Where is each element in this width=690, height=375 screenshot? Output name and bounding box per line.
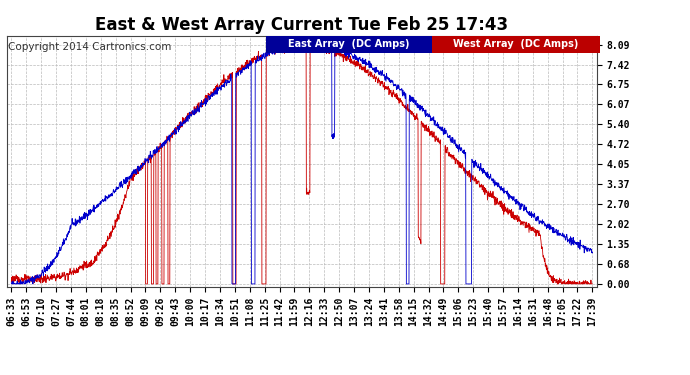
Text: West Array  (DC Amps): West Array (DC Amps) (453, 39, 578, 50)
FancyBboxPatch shape (432, 36, 600, 53)
FancyBboxPatch shape (266, 36, 432, 53)
Title: East & West Array Current Tue Feb 25 17:43: East & West Array Current Tue Feb 25 17:… (95, 16, 509, 34)
Text: East Array  (DC Amps): East Array (DC Amps) (288, 39, 410, 50)
Text: Copyright 2014 Cartronics.com: Copyright 2014 Cartronics.com (8, 42, 171, 52)
